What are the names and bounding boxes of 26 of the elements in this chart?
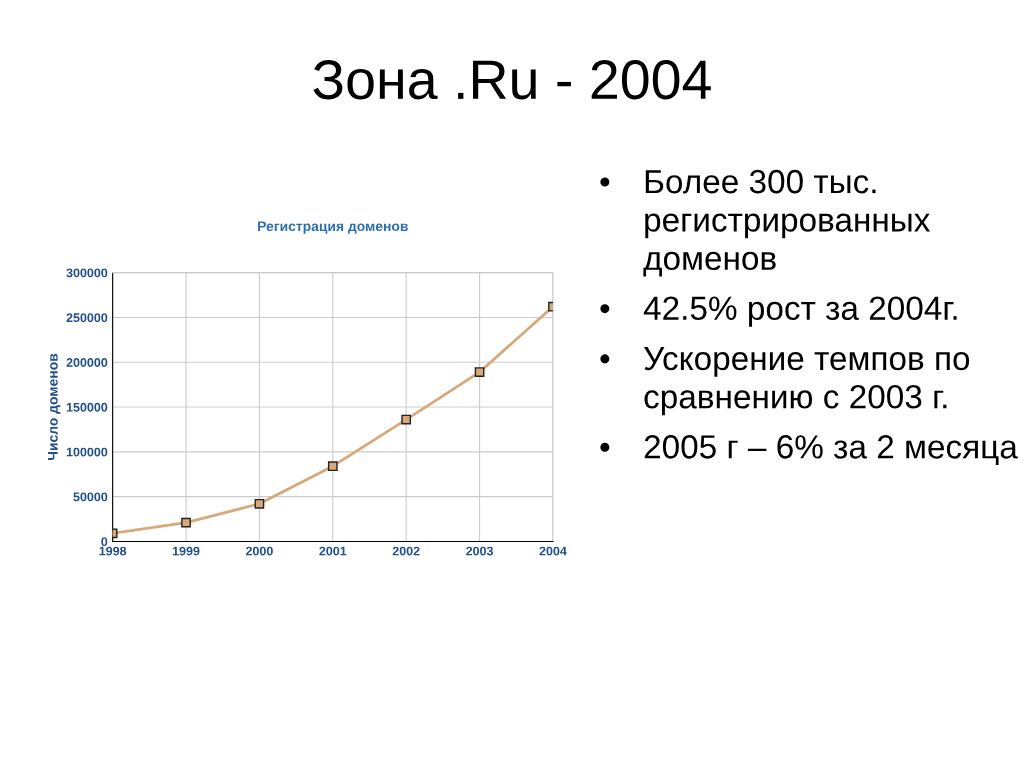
x-tick-label: 1999	[172, 546, 200, 556]
point	[254, 498, 265, 509]
y-tick-label: 50000	[73, 492, 108, 502]
text: • 42.5% рост за 2004г.	[600, 296, 957, 327]
text: • 2005 г – 6% за 2 месяца	[600, 435, 1018, 465]
x-tick-label: 1998	[99, 546, 127, 556]
x-tick-label: 2002	[392, 546, 420, 556]
point	[327, 461, 338, 472]
y-tick-label: 150000	[66, 402, 108, 412]
chart-subtitle: Регистрация доменов	[258, 221, 408, 234]
y-tick-label: 200000	[66, 358, 108, 367]
x-tick-label: 2001	[319, 546, 347, 556]
x-tick-label: 2000	[245, 546, 273, 556]
x-tick-label: 2003	[466, 546, 494, 556]
x-tick-label: 2004	[539, 546, 567, 556]
chart-title: Зона .Ru - 2004	[313, 60, 711, 100]
y-tick-label: 100000	[66, 447, 108, 457]
point	[181, 517, 191, 528]
text: • Более 300 тыс. регистрированных доменов	[600, 169, 931, 277]
y-tick-label: 250000	[66, 313, 108, 323]
point	[401, 414, 412, 425]
point	[474, 367, 485, 377]
text: • Ускорение темпов по сравнению с 2003 г.	[600, 346, 970, 416]
y-axis-title: Число доменов	[48, 353, 61, 461]
y-tick-label: 0	[101, 537, 108, 547]
y-tick-label: 300000	[66, 268, 108, 278]
